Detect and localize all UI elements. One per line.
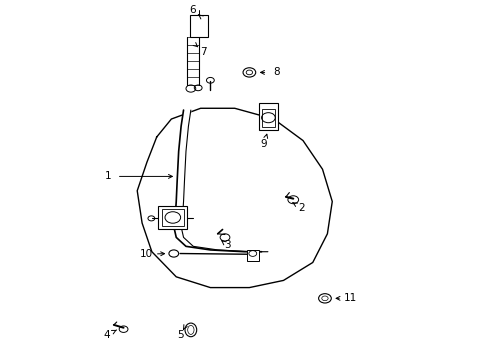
Text: 2: 2: [298, 203, 305, 213]
Text: 6: 6: [189, 5, 195, 15]
Text: 7: 7: [199, 46, 206, 57]
Text: 5: 5: [177, 330, 183, 340]
Bar: [162, 209, 183, 226]
Polygon shape: [175, 110, 190, 216]
Ellipse shape: [187, 325, 194, 334]
Polygon shape: [137, 108, 331, 288]
Text: 1: 1: [104, 171, 111, 181]
Bar: [246, 250, 259, 261]
Bar: [259, 103, 277, 130]
Bar: [261, 109, 275, 127]
Text: 11: 11: [344, 293, 357, 303]
Text: 4: 4: [103, 330, 110, 340]
Text: 8: 8: [272, 67, 279, 77]
Polygon shape: [173, 216, 267, 252]
Ellipse shape: [184, 323, 196, 337]
Text: 9: 9: [260, 139, 267, 149]
Bar: [189, 15, 208, 37]
Bar: [158, 206, 187, 229]
Text: 3: 3: [224, 240, 230, 250]
Text: 10: 10: [139, 249, 152, 259]
